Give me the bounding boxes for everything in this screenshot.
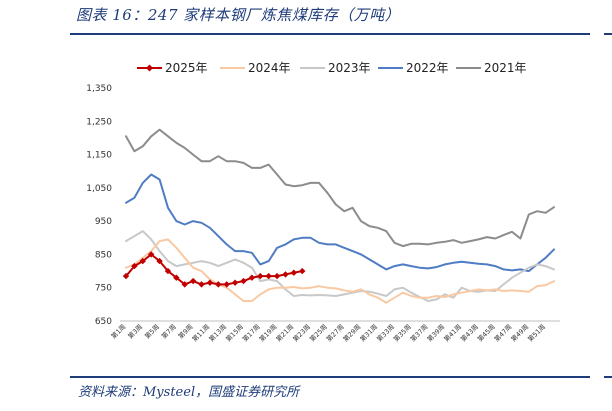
series-line-2023年 [125,230,555,302]
bottom-rule [70,376,590,378]
x-tick-label: 第37周 [408,322,429,343]
x-tick-label: 第27周 [324,322,345,343]
legend-label: 2024年 [248,61,291,75]
x-tick-label: 第13周 [207,322,228,343]
top-rule-right [604,33,612,35]
x-tick-label: 第5周 [142,322,160,340]
data-point [206,279,214,286]
legend-label: 2025年 [165,61,208,75]
data-point [299,267,306,275]
x-tick-label: 第17周 [240,322,261,343]
x-tick-label: 第3周 [126,322,144,340]
data-point [156,257,163,265]
data-point [273,272,281,280]
series-line-2024年 [125,238,555,304]
x-tick-label: 第19周 [257,322,278,343]
y-tick-label: 1,350 [86,84,112,94]
x-tick-label: 第11周 [190,322,211,343]
data-point [122,272,130,280]
legend-marker [146,64,153,72]
legend-label: 2023年 [328,61,371,75]
y-tick-label: 950 [95,217,112,227]
y-tick-label: 1,250 [86,117,112,127]
data-point [139,257,146,265]
data-point [215,281,222,288]
y-tick-label: 1,050 [86,184,112,194]
x-tick-label: 第51周 [526,322,547,343]
x-tick-label: 第39周 [425,322,446,343]
data-point [248,274,256,281]
data-point [181,281,188,288]
x-tick-label: 第31周 [358,322,379,343]
x-tick-label: 第49周 [509,322,530,343]
x-tick-label: 第45周 [475,322,496,343]
legend-label: 2022年 [406,61,449,75]
y-tick-label: 650 [95,317,112,327]
series-line-2022年 [125,173,555,273]
data-point [147,251,155,258]
x-tick-label: 第7周 [159,322,177,340]
data-point [290,269,298,276]
data-point [189,277,197,285]
x-tick-label: 第35周 [391,322,412,343]
data-point [265,272,272,280]
bottom-rule-right [604,376,612,378]
legend-label: 2021年 [484,61,527,75]
x-tick-label: 第25周 [307,322,328,343]
x-tick-label: 第41周 [442,322,463,343]
x-tick-label: 第47周 [492,322,513,343]
y-tick-label: 750 [95,284,112,294]
data-point [198,281,205,288]
series-line-2025年 [125,253,304,286]
source-note: 资料来源：Mysteel，国盛证券研究所 [78,385,300,400]
x-tick-label: 第21周 [274,322,295,343]
x-tick-label: 第43周 [458,322,479,343]
data-point [131,262,138,270]
y-tick-label: 1,150 [86,151,112,161]
series-line-2021年 [125,128,555,248]
data-point [257,272,264,280]
data-point [223,281,230,288]
x-tick-label: 第29周 [341,322,362,343]
data-point [164,267,172,275]
data-point [240,277,247,285]
chart-title: 图表 16：247 家样本钢厂炼焦煤库存（万吨） [76,6,401,24]
data-point [173,274,180,281]
data-point [231,279,239,286]
top-rule [70,33,590,35]
data-point [282,271,289,278]
x-tick-label: 第15周 [223,322,244,343]
x-tick-label: 第23周 [291,322,312,343]
y-tick-label: 850 [95,250,112,260]
x-tick-label: 第33周 [375,322,396,343]
